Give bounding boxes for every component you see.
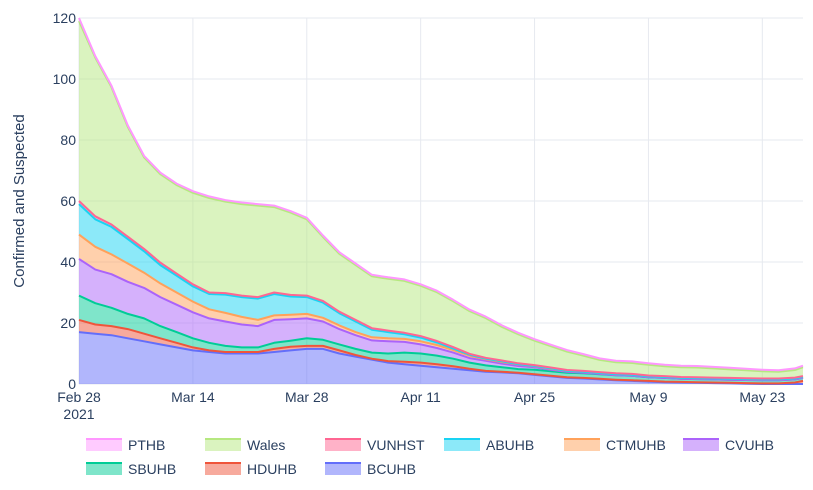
- legend-item-cvuhb[interactable]: CVUHB: [683, 437, 774, 453]
- legend-swatch: [683, 439, 719, 451]
- x-tick-label: May 9: [629, 389, 667, 405]
- legend-swatch: [325, 463, 361, 475]
- legend-item-pthb[interactable]: PTHB: [86, 437, 165, 453]
- legend-swatch: [444, 439, 480, 451]
- legend-swatch: [325, 439, 361, 451]
- legend-item-vunhst[interactable]: VUNHST: [325, 437, 425, 453]
- line-hduhb: [78, 318, 804, 385]
- legend-item-bcuhb[interactable]: BCUHB: [325, 461, 416, 477]
- series-lines: [78, 17, 804, 385]
- legend-label: CVUHB: [725, 437, 774, 453]
- x-tick-label: Feb 28: [57, 389, 101, 405]
- area-wales: [79, 21, 803, 379]
- x-tick-label: Apr 25: [514, 389, 555, 405]
- x-tick-label: Mar 28: [285, 389, 329, 405]
- legend-label: PTHB: [128, 437, 165, 453]
- line-vunhst: [78, 200, 804, 380]
- legend-swatch: [564, 439, 600, 451]
- y-tick-label: 40: [60, 254, 76, 270]
- line-wales: [78, 20, 804, 373]
- y-tick-label: 20: [60, 315, 76, 331]
- legend-swatch: [205, 463, 241, 475]
- y-tick-label: 100: [53, 71, 77, 87]
- x-tick-label: May 23: [739, 389, 785, 405]
- legend-label: Wales: [247, 437, 285, 453]
- legend-label: BCUHB: [367, 461, 416, 477]
- legend-item-ctmuhb[interactable]: CTMUHB: [564, 437, 666, 453]
- legend-label: HDUHB: [247, 461, 297, 477]
- legend-label: CTMUHB: [606, 437, 666, 453]
- legend: PTHB Wales VUNHST ABUHB CTMUHB CVUHB SBUHB HDUH…: [86, 437, 774, 477]
- y-tick-label: 60: [60, 193, 76, 209]
- legend-label: ABUHB: [486, 437, 534, 453]
- x-tick-label: Mar 14: [171, 389, 215, 405]
- legend-item-wales[interactable]: Wales: [205, 437, 285, 453]
- y-tick-label: 120: [53, 10, 77, 26]
- legend-item-sbuhb[interactable]: SBUHB: [86, 461, 176, 477]
- line-pthb: [78, 17, 804, 372]
- legend-label: VUNHST: [367, 437, 425, 453]
- y-axis-ticks: 0 20 40 60 80 100 120: [53, 10, 77, 392]
- x-tick-sublabel: 2021: [63, 406, 94, 422]
- y-tick-label: 80: [60, 132, 76, 148]
- legend-item-abuhb[interactable]: ABUHB: [444, 437, 534, 453]
- legend-swatch: [86, 463, 122, 475]
- area-bcuhb: [79, 332, 803, 384]
- legend-item-hduhb[interactable]: HDUHB: [205, 461, 297, 477]
- legend-swatch: [86, 439, 122, 451]
- x-tick-label: Apr 11: [401, 389, 441, 405]
- y-axis-title: Confirmed and Suspected: [11, 114, 28, 287]
- legend-label: SBUHB: [128, 461, 176, 477]
- y-tick-label: 0: [68, 376, 76, 392]
- legend-swatch: [205, 439, 241, 451]
